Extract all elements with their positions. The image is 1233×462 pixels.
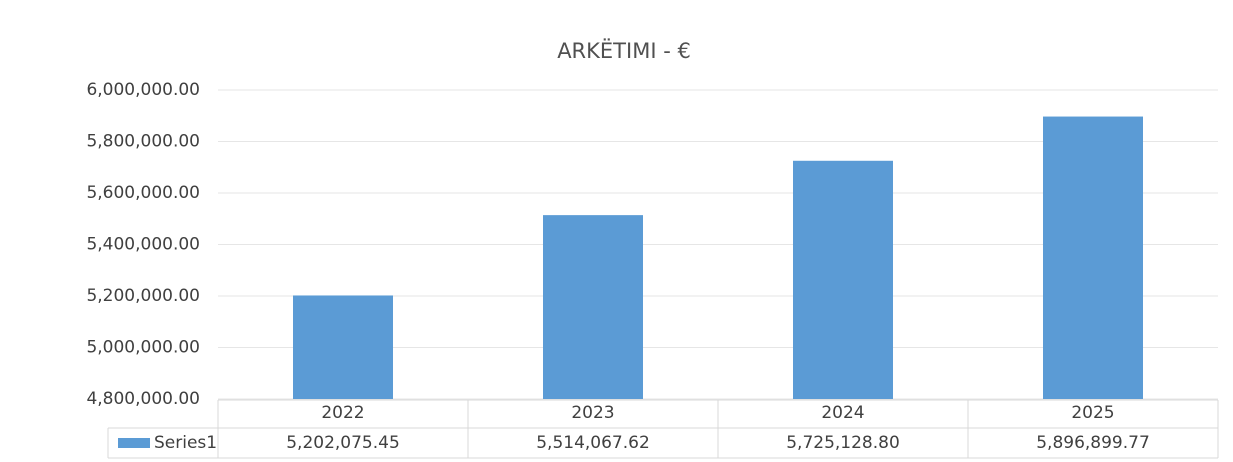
bar bbox=[1043, 116, 1143, 399]
data-table-value: 5,725,128.80 bbox=[786, 433, 900, 453]
legend-key bbox=[118, 438, 150, 448]
y-tick-label: 5,800,000.00 bbox=[86, 132, 200, 152]
data-table-value: 5,202,075.45 bbox=[286, 433, 400, 453]
y-tick-label: 5,600,000.00 bbox=[86, 183, 200, 203]
x-tick-label: 2023 bbox=[571, 403, 614, 423]
data-table-value: 5,514,067.62 bbox=[536, 433, 650, 453]
y-tick-label: 5,000,000.00 bbox=[86, 338, 200, 358]
y-tick-label: 4,800,000.00 bbox=[86, 389, 200, 409]
y-tick-label: 5,400,000.00 bbox=[86, 235, 200, 255]
bar bbox=[793, 160, 893, 399]
legend-label: Series1 bbox=[154, 433, 217, 453]
y-tick-label: 5,200,000.00 bbox=[86, 286, 200, 306]
x-tick-label: 2022 bbox=[321, 403, 364, 423]
chart-title: ARKËTIMI - € bbox=[557, 38, 691, 63]
bar bbox=[543, 215, 643, 399]
x-tick-label: 2024 bbox=[821, 403, 864, 423]
y-tick-label: 6,000,000.00 bbox=[86, 80, 200, 100]
bar bbox=[293, 295, 393, 399]
x-tick-label: 2025 bbox=[1071, 403, 1114, 423]
data-table-value: 5,896,899.77 bbox=[1036, 433, 1150, 453]
